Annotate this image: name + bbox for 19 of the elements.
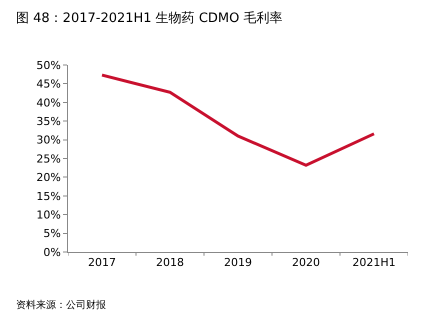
x-tick-label: 2019 [224,256,252,270]
x-tick-label: 2020 [292,256,320,270]
x-tick-label: 2018 [156,256,184,270]
y-tick-label: 35% [36,114,61,128]
y-tick-label: 25% [36,152,61,166]
y-tick-label: 50% [36,58,61,72]
x-tick-label: 2017 [88,256,116,270]
y-tick-label: 40% [36,96,61,110]
x-tick-label: 2021H1 [352,256,396,270]
y-tick-label: 0% [43,246,61,259]
y-tick-label: 15% [36,190,61,203]
y-tick-label: 10% [36,208,61,222]
y-tick-label: 45% [36,78,61,91]
y-tick-label: 5% [43,227,61,240]
text: 资料来源：公司财报 [16,299,106,311]
chart-title: 图 48：2017-2021H1 生物药 CDMO 毛利率 [16,10,283,26]
y-tick-label: 30% [36,134,61,147]
y-tick-label: 20% [36,171,61,184]
line-series [100,74,376,167]
